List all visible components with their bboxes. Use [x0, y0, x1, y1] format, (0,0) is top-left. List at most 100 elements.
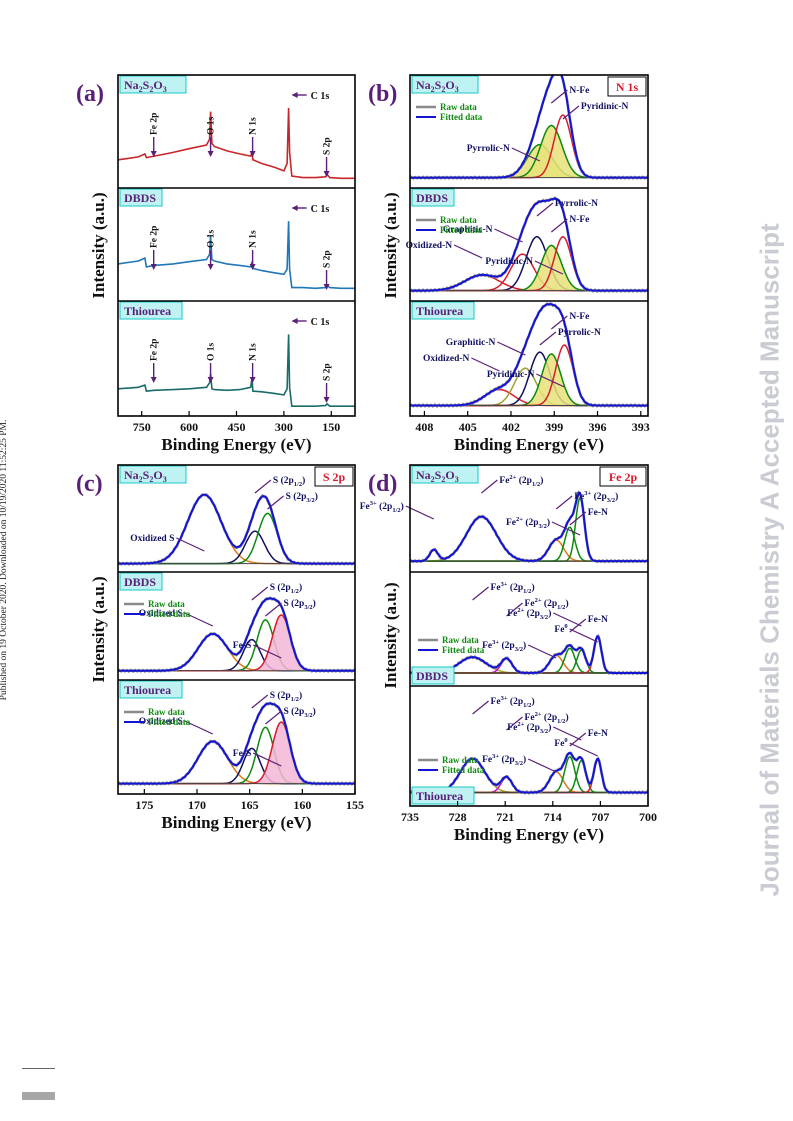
panel-c: (c) Intensity (a.u.) Binding Energy (eV) S … — [76, 464, 364, 832]
fitted-data-line — [118, 493, 355, 565]
peak-label: Fe0 — [554, 623, 567, 635]
peak-label: Fe-S — [233, 641, 251, 651]
peak-label-arrow — [539, 331, 557, 346]
fitted-data-line — [410, 491, 648, 563]
x-tick-label: 175 — [135, 798, 153, 812]
sample-tag: Thiourea — [411, 786, 475, 805]
x-tick-label: 396 — [589, 420, 607, 434]
subpanel-dbds: Fe3+ (2p1/2) Fe2+ (2p1/2) Fe-N Fe2+ (2p3/2)… — [410, 571, 648, 685]
sample-tag-text: Thiourea — [416, 789, 463, 803]
legend-raw-label: Raw data — [440, 215, 477, 225]
peak-label-arrow — [553, 612, 582, 627]
fitted-data-line — [410, 197, 648, 292]
peak-label-arrow — [253, 644, 282, 659]
x-tick-label: 728 — [449, 810, 467, 824]
peak-label: Fe2+ (2p1/2) — [525, 597, 569, 611]
annotation-arrowhead — [323, 397, 330, 403]
annotation-arrowhead — [249, 377, 256, 383]
peak-label: S (2p1/2) — [273, 475, 305, 488]
sample-tag: Na2S2O3 — [411, 75, 479, 94]
region-tag-text: N 1s — [616, 80, 639, 94]
peak-label: Fe3+ (2p3/2) — [482, 639, 526, 653]
peak-label-arrow — [251, 694, 269, 709]
annotation-label: N 1s — [249, 343, 259, 361]
x-tick-label: 750 — [133, 420, 151, 434]
x-tick-label: 393 — [632, 420, 650, 434]
peak-label: Pyrrolic-N — [555, 199, 598, 209]
peak-label: Fe2+ (2p1/2) — [525, 711, 569, 725]
component-peak — [118, 493, 355, 565]
subpanel-na2s2o3: Fe2+ (2p1/2) Fe3+ (2p3/2) Fe-N Fe3+ (2p1/2)… — [360, 465, 648, 564]
peak-label: Fe-N — [588, 729, 608, 739]
sample-tag-box — [119, 572, 163, 591]
region-tag-box — [314, 466, 354, 487]
annotation-label: S 2p — [323, 137, 333, 155]
region-tag-box — [607, 76, 647, 97]
annotation-label: Fe 2p — [150, 339, 160, 361]
sample-tag-text: Na2S2O3 — [416, 468, 459, 484]
fitted-data-line — [410, 303, 648, 407]
peak-label: Fe2+ (2p3/2) — [507, 607, 551, 621]
annotation-arrowhead — [291, 205, 298, 211]
sample-tag-box — [411, 188, 455, 207]
plot-area — [118, 701, 355, 786]
peak-label-arrow — [536, 373, 565, 388]
subpanel-dbds: Pyrrolic-N N-Fe Pyridinic-N Graphitic-N Oxid… — [406, 187, 648, 293]
sample-tag-text: Na2S2O3 — [416, 78, 459, 94]
peak-label-arrow — [506, 716, 523, 731]
peak-label: Oxidized S — [130, 534, 174, 544]
panel-d: (d) Intensity (a.u.) Binding Energy (eV) Fe… — [360, 464, 657, 844]
peak-label: Graphitic-N — [443, 225, 493, 235]
panel-label: (a) — [76, 81, 104, 107]
sample-tag-box — [411, 75, 479, 94]
legend-fitted-label: Fitted data — [442, 765, 485, 775]
panel-b: (b) Intensity (a.u.) Binding Energy (eV) N-… — [368, 74, 650, 454]
x-tick-label: 714 — [544, 810, 562, 824]
peak-label: N-Fe — [569, 312, 589, 322]
legend-raw-label: Raw data — [148, 599, 185, 609]
annotation-label: C 1s — [311, 317, 330, 328]
plot-area — [410, 490, 648, 564]
x-tick-label: 160 — [293, 798, 311, 812]
subpanel-na2s2o3: S (2p1/2) S (2p3/2) Oxidized S Na2S2O3 — [118, 465, 355, 566]
x-axis-label: Binding Energy (eV) — [161, 813, 311, 832]
region-tag-text: Fe 2p — [609, 470, 638, 484]
panel-label: (d) — [368, 471, 397, 497]
peak-label: N-Fe — [569, 215, 589, 225]
peak-label-arrow — [453, 244, 483, 259]
peak-label-arrow — [494, 228, 523, 243]
annotation-arrowhead — [150, 377, 157, 383]
peak-label-arrow — [184, 720, 214, 735]
subpanel-na2s2o3: N-Fe Pyridinic-N Pyrrolic-N Raw dataFitted … — [410, 75, 648, 180]
x-tick-label: 408 — [415, 420, 433, 434]
component-peak — [410, 526, 648, 562]
subpanel-thiourea: Fe 2p O 1s N 1s C 1s S 2p Thiourea — [118, 300, 355, 408]
peak-label-arrow — [472, 586, 489, 601]
x-tick-label: 450 — [228, 420, 246, 434]
annotation-label: S 2p — [323, 250, 333, 268]
annotation-label: O 1s — [207, 342, 217, 361]
peak-label: Pyridinic-N — [487, 370, 535, 380]
peak-label-arrow — [253, 752, 282, 767]
sample-tag: DBDS — [411, 666, 455, 685]
footer-rule — [22, 1068, 55, 1069]
peak-label: Fe-N — [588, 615, 608, 625]
x-axis-label: Binding Energy (eV) — [454, 825, 604, 844]
x-tick-label: 165 — [241, 798, 259, 812]
y-axis-label: Intensity (a.u.) — [381, 192, 400, 298]
peak-label: Fe3+ (2p3/2) — [574, 490, 618, 504]
peak-label-arrow — [176, 537, 205, 552]
peak-label: Fe3+ (2p1/2) — [491, 581, 535, 595]
plot-area — [410, 302, 648, 408]
region-tag-box — [599, 466, 647, 487]
peak-label: S (2p3/2) — [283, 706, 315, 719]
peak-label: S (2p3/2) — [286, 491, 318, 504]
plot-area — [410, 75, 648, 180]
peak-label-arrow — [550, 89, 568, 104]
annotation-label: Fe 2p — [150, 113, 160, 135]
fitted-data-line — [118, 597, 355, 672]
x-axis-label: Binding Energy (eV) — [161, 435, 311, 454]
annotation-arrowhead — [207, 264, 214, 270]
annotation-label: N 1s — [249, 230, 259, 248]
